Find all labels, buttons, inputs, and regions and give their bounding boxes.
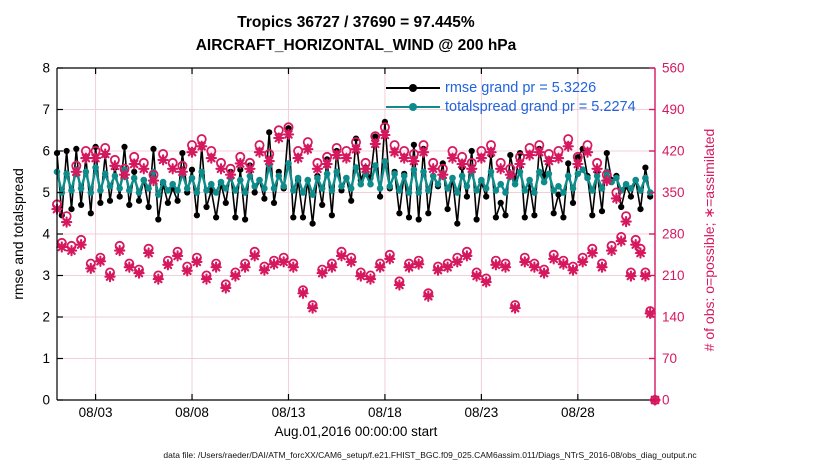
svg-text:08/13: 08/13 <box>272 405 306 420</box>
legend-row-totalspread: totalspread grand pr = 5.2274 <box>386 97 636 116</box>
gridlines <box>58 69 654 399</box>
legend: rmse grand pr = 5.3226 totalspread grand… <box>386 78 636 116</box>
svg-text:6: 6 <box>42 144 50 159</box>
svg-text:140: 140 <box>662 310 685 325</box>
svg-text:08/18: 08/18 <box>368 405 402 420</box>
svg-text:560: 560 <box>662 61 685 76</box>
svg-text:08/28: 08/28 <box>561 405 595 420</box>
right-axis-title: # of obs: o=possible; ∗=assimilated <box>701 128 717 352</box>
totalspread-legend-label: totalspread grand pr = 5.2274 <box>445 98 636 115</box>
rmse-legend-label: rmse grand pr = 5.3226 <box>445 79 597 96</box>
svg-text:2: 2 <box>42 310 50 325</box>
svg-text:08/03: 08/03 <box>79 405 113 420</box>
title-line-1: Tropics 36727 / 37690 = 97.445% <box>237 14 475 31</box>
tick-labels: 0 1 2 3 4 5 6 7 8 0 70 140 210 280 350 420 490 560 08/03 08… <box>42 61 684 421</box>
svg-text:1: 1 <box>42 351 50 366</box>
svg-text:7: 7 <box>42 102 50 117</box>
svg-text:5: 5 <box>42 185 50 200</box>
assimilated-obs-markers <box>51 128 661 406</box>
svg-text:3: 3 <box>42 268 50 283</box>
svg-text:0: 0 <box>42 393 50 408</box>
svg-text:420: 420 <box>662 144 685 159</box>
svg-text:0: 0 <box>662 393 670 408</box>
svg-text:490: 490 <box>662 102 685 117</box>
svg-text:08/08: 08/08 <box>175 405 209 420</box>
svg-text:4: 4 <box>42 227 50 242</box>
chart-title: Tropics 36727 / 37690 = 97.445% AIRCRAFT… <box>57 11 655 57</box>
svg-text:350: 350 <box>662 185 685 200</box>
svg-text:8: 8 <box>42 61 50 76</box>
x-axis-title: Aug.01,2016 00:00:00 start <box>274 424 438 439</box>
left-axis-title: rmse and totalspread <box>10 168 26 300</box>
tick-marks <box>57 67 655 401</box>
svg-text:210: 210 <box>662 268 685 283</box>
svg-text:08/23: 08/23 <box>464 405 498 420</box>
svg-text:70: 70 <box>662 351 677 366</box>
legend-row-rmse: rmse grand pr = 5.3226 <box>386 78 636 97</box>
svg-text:280: 280 <box>662 227 685 242</box>
data-file-path: data file: /Users/raeder/DAI/ATM_forcXX/… <box>163 450 697 460</box>
title-line-2: AIRCRAFT_HORIZONTAL_WIND @ 200 hPa <box>195 37 517 54</box>
rmse-legend-marker <box>386 83 440 93</box>
totalspread-legend-marker <box>386 102 440 112</box>
